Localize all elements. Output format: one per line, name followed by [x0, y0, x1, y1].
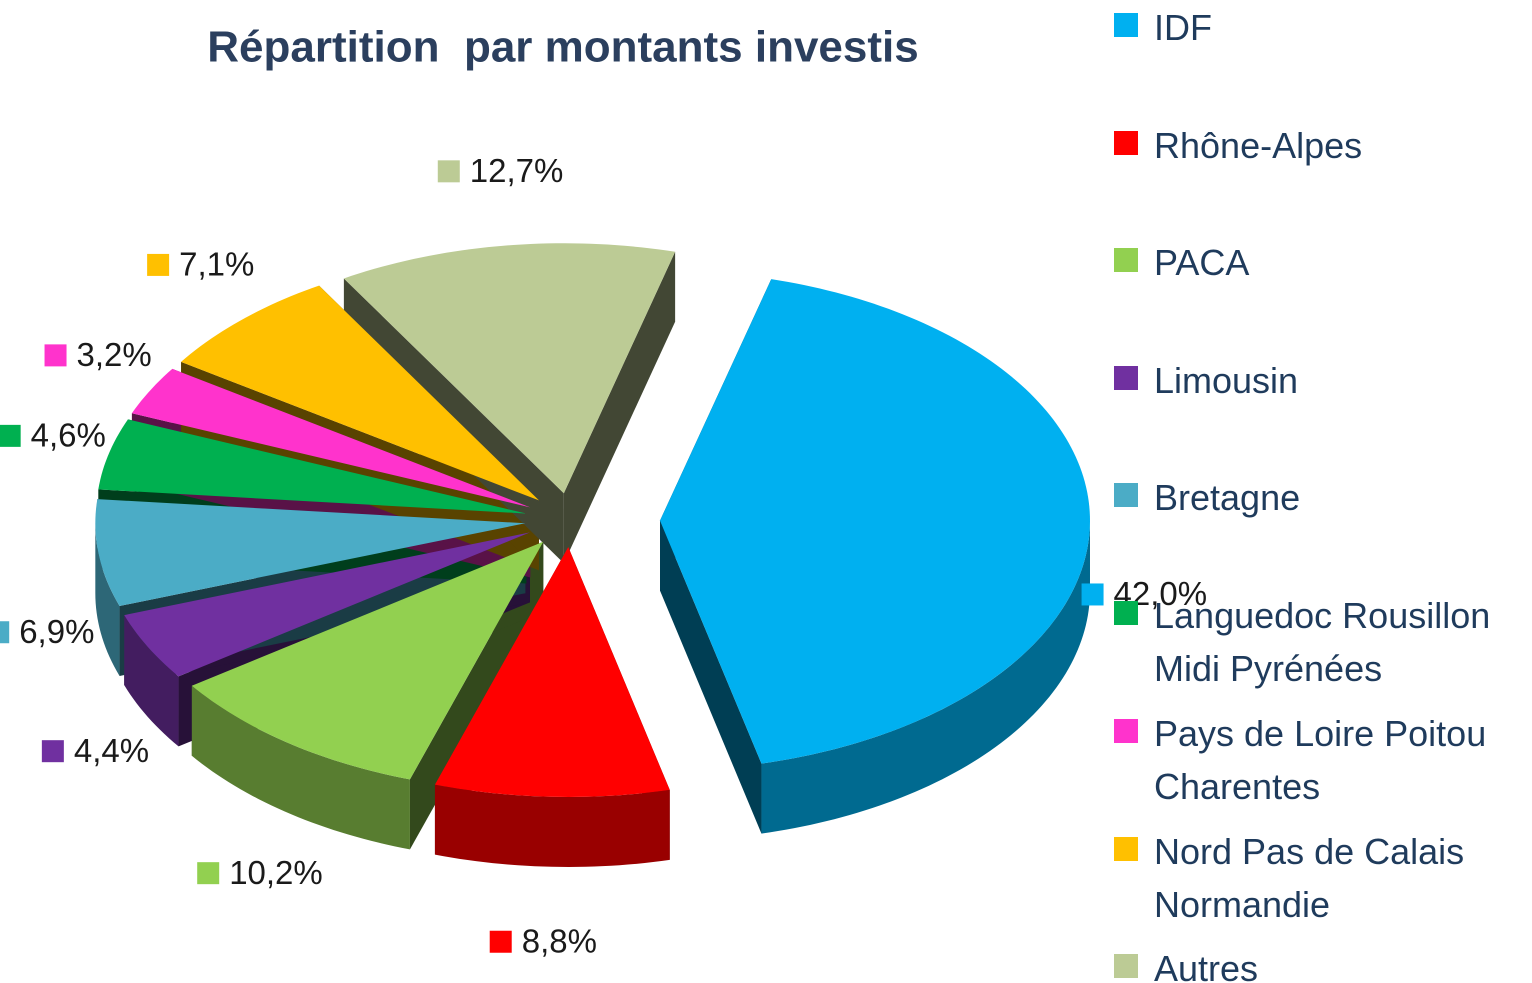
legend-swatch — [1114, 483, 1138, 507]
slice — [659, 279, 1090, 764]
data-label: 8,8% — [522, 922, 597, 959]
legend-swatch — [1114, 719, 1138, 743]
legend-swatch — [1114, 954, 1138, 978]
legend-swatch — [1114, 366, 1138, 390]
label-swatch — [44, 344, 67, 367]
label-swatch — [437, 160, 460, 183]
legend-label: PACA — [1154, 242, 1250, 283]
legend-label: Nord Pas de Calais Normandie — [1154, 831, 1465, 925]
slice-wall — [761, 520, 1090, 834]
legend-label: Autres — [1154, 948, 1259, 983]
label-swatch — [41, 740, 64, 763]
label-swatch — [1081, 583, 1104, 606]
slice — [181, 285, 539, 501]
legend-label: Languedoc Rousillon Midi Pyrénées — [1154, 595, 1491, 689]
slice — [131, 368, 531, 508]
data-label: 6,9% — [19, 613, 94, 650]
slice — [98, 419, 527, 514]
slice-wall — [95, 523, 120, 676]
data-label: 7,1% — [179, 246, 254, 283]
data-label: 4,6% — [31, 417, 106, 454]
slice-wall — [124, 615, 179, 747]
legend-swatch — [1114, 131, 1138, 155]
label-swatch — [489, 930, 512, 953]
legend-label: Rhône-Alpes — [1154, 125, 1363, 166]
slice — [95, 499, 526, 606]
legend-swatch — [1114, 837, 1138, 861]
chart-title: Répartition par montants investis — [207, 23, 918, 72]
slice — [343, 243, 676, 494]
slice-side — [659, 520, 762, 834]
label-swatch — [0, 621, 10, 644]
legend-swatch — [1114, 13, 1138, 37]
legend-label: Pays de Loire Poitou Charentes — [1154, 713, 1487, 807]
slice — [434, 546, 670, 797]
legend-label: IDF — [1154, 7, 1212, 48]
legend-label: Bretagne — [1154, 477, 1301, 518]
slice — [124, 532, 530, 677]
slice-side — [563, 251, 676, 564]
label-swatch — [197, 862, 220, 885]
data-label: 4,4% — [74, 732, 149, 769]
legend-swatch — [1114, 601, 1138, 625]
slice-wall — [191, 685, 410, 850]
data-label: 3,2% — [77, 336, 152, 373]
slice-wall — [434, 784, 670, 867]
data-label: 10,2% — [229, 854, 323, 891]
slice — [191, 541, 544, 780]
label-swatch — [0, 424, 21, 447]
legend-swatch — [1114, 248, 1138, 272]
legend-label: Limousin — [1154, 360, 1299, 401]
data-label: 12,7% — [470, 152, 564, 189]
label-swatch — [147, 253, 170, 276]
